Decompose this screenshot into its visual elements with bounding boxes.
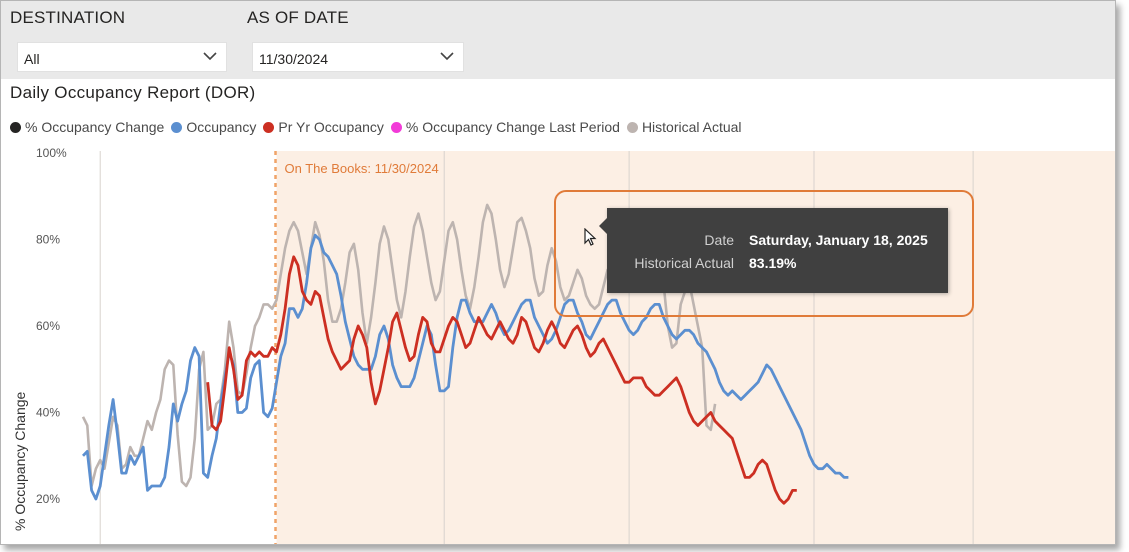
legend-label: Pr Yr Occupancy (278, 119, 384, 135)
chart-tooltip: Date Saturday, January 18, 2025 Historic… (599, 208, 948, 293)
y-tick-label: 20% (36, 492, 60, 506)
legend-label: Occupancy (186, 119, 257, 135)
tooltip-date-key: Date (704, 232, 734, 248)
legend-item[interactable]: Occupancy (171, 119, 256, 135)
as-of-date-dropdown[interactable]: 11/30/2024 (252, 42, 464, 72)
legend-label: Historical Actual (641, 119, 742, 135)
destination-dropdown[interactable]: All (17, 42, 227, 72)
chart-title: Daily Occupancy Report (DOR) (10, 83, 256, 102)
legend-item[interactable]: % Occupancy Change (10, 119, 164, 135)
y-tick-label: 60% (36, 319, 60, 333)
legend-marker (390, 121, 402, 133)
legend-marker (171, 121, 183, 133)
legend-label: % Occupancy Change (25, 119, 165, 135)
tooltip-metric-key: Historical Actual (634, 255, 734, 271)
legend-item[interactable]: Historical Actual (626, 119, 742, 135)
legend-marker (263, 121, 275, 133)
chart-legend: % Occupancy Change Occupancy Pr Yr Occupan… (10, 118, 749, 136)
series-line-occupancy (81, 233, 849, 501)
legend-item[interactable]: % Occupancy Change Last Period (390, 119, 620, 135)
y-tick-label: 80% (36, 233, 60, 247)
y-tick-label: 100% (36, 146, 67, 160)
tooltip-metric-value: 83.19% (749, 255, 797, 271)
y-axis-title: % Occupancy Change (12, 391, 28, 531)
legend-marker (626, 121, 638, 133)
mouse-pointer-icon (584, 228, 597, 246)
as-of-date-value: 11/30/2024 (259, 51, 329, 67)
series-line-pr-yr-occupancy (206, 255, 797, 505)
tooltip-date-value: Saturday, January 18, 2025 (749, 232, 928, 248)
tooltip-highlight-ring (554, 190, 974, 317)
on-the-books-annotation: On The Books: 11/30/2024 (285, 161, 439, 176)
as-of-date-label: AS OF DATE (247, 8, 349, 27)
chevron-down-icon (203, 52, 217, 61)
filter-bar: DESTINATION All AS OF DATE 11/30/2024 (1, 1, 1115, 79)
destination-value: All (24, 51, 40, 67)
legend-marker (10, 121, 21, 133)
legend-item[interactable]: Pr Yr Occupancy (263, 119, 384, 135)
chevron-down-icon (440, 52, 454, 61)
report-frame: DESTINATION All AS OF DATE 11/30/2024 Da… (0, 0, 1116, 545)
legend-label: % Occupancy Change Last Period (405, 119, 620, 135)
y-tick-label: 40% (36, 406, 60, 420)
destination-label: DESTINATION (10, 8, 126, 27)
